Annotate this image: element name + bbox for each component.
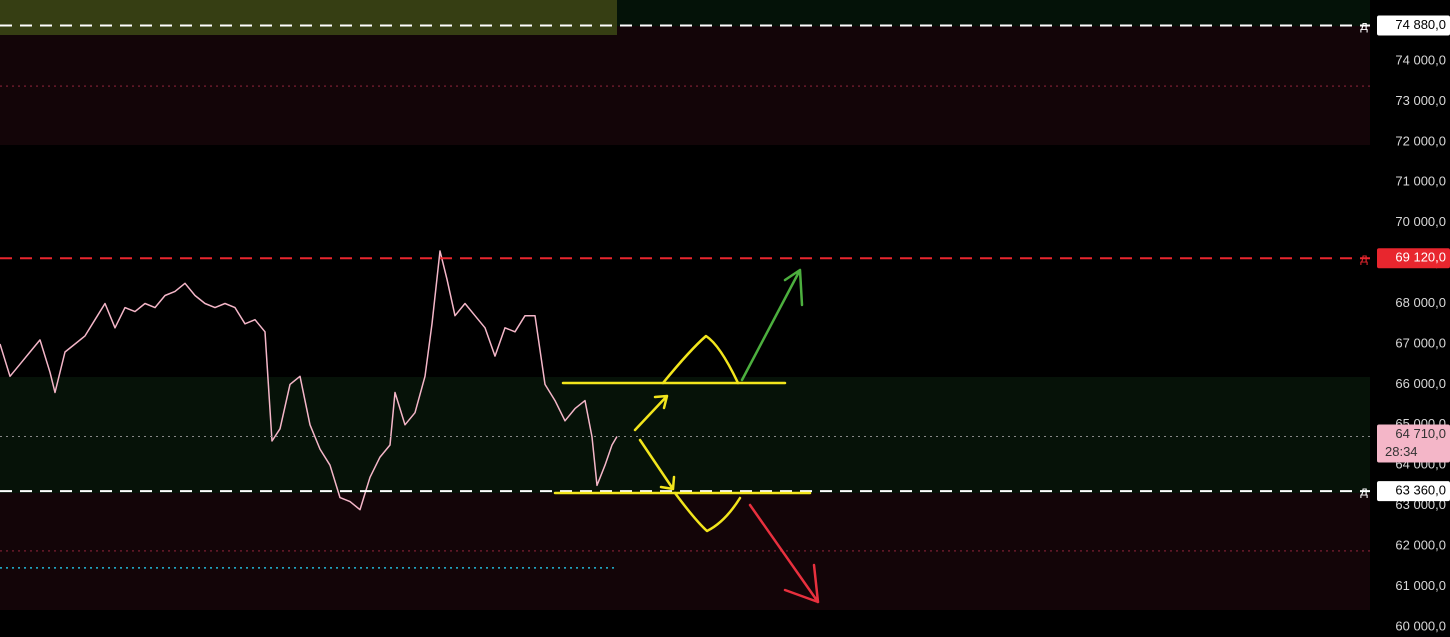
- arrow-bear: [748, 503, 820, 604]
- y-tick-label: 67 000,0: [1395, 335, 1446, 350]
- y-tick-label: 60 000,0: [1395, 618, 1446, 633]
- price-tag-label: 69 120,0: [1395, 250, 1446, 265]
- drawn-dip: [673, 491, 742, 533]
- y-tick-label: 73 000,0: [1395, 93, 1446, 108]
- y-tick-label: 70 000,0: [1395, 214, 1446, 229]
- price-tags: д 74 880,0 д 69 120,0 д 63 360,0 64 710,0 28:34: [1360, 15, 1450, 502]
- arrow-bull: [740, 268, 804, 382]
- y-tick-label: 71 000,0: [1395, 174, 1446, 189]
- plot: [0, 24, 1370, 569]
- price-tag: [1377, 424, 1450, 463]
- drawn-bump: [661, 334, 740, 385]
- y-tick-label: 72 000,0: [1395, 133, 1446, 148]
- arrow-down: [638, 438, 676, 491]
- price-tag: [1377, 481, 1450, 502]
- level-marker: д: [1360, 484, 1368, 499]
- annotations: [553, 268, 820, 604]
- y-tick-label: 68 000,0: [1395, 295, 1446, 310]
- price-axis: [1373, 0, 1450, 637]
- level-marker: д: [1360, 251, 1368, 266]
- price-tag-label: 74 880,0: [1395, 17, 1446, 32]
- level-marker: д: [1360, 18, 1368, 33]
- y-tick-label: 66 000,0: [1395, 376, 1446, 391]
- y-tick-label: 74 000,0: [1395, 52, 1446, 67]
- zone-yellow: [0, 0, 617, 35]
- price-tag-label: 63 360,0: [1395, 483, 1446, 498]
- countdown: 28:34: [1385, 444, 1418, 459]
- y-tick-label: 62 000,0: [1395, 537, 1446, 552]
- price-tag-label: 64 710,0: [1395, 426, 1446, 441]
- arrow-up: [633, 394, 669, 432]
- price-tag: [1377, 248, 1450, 269]
- zone-green-top: [617, 0, 1370, 26]
- zone-green: [0, 377, 1370, 493]
- price-tag: [1377, 15, 1450, 36]
- y-tick-label: 61 000,0: [1395, 578, 1446, 593]
- price-line: [0, 250, 618, 511]
